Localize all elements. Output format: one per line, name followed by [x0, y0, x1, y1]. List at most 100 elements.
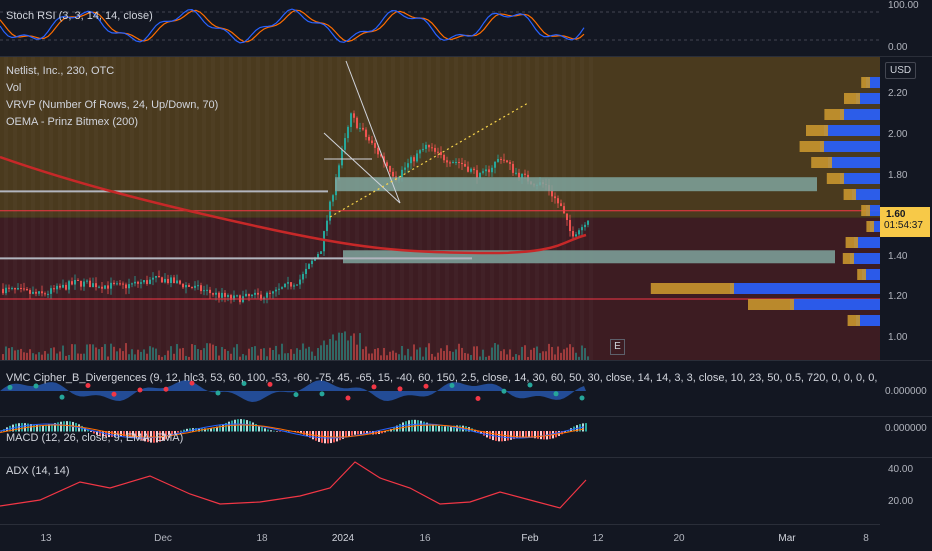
macd-histogram-bar: [225, 422, 227, 432]
candle: [392, 171, 394, 177]
candle: [68, 281, 70, 290]
macd-histogram-bar: [123, 431, 125, 437]
macd-histogram-bar: [120, 431, 122, 437]
candle: [440, 151, 442, 155]
candle: [515, 172, 517, 174]
candle: [323, 231, 325, 252]
volume-bar: [62, 345, 64, 360]
macd-pane[interactable]: MACD (12, 26, close, 9, EMA, EMA): [0, 417, 880, 457]
candle: [308, 264, 310, 269]
macd-histogram-bar: [564, 431, 566, 433]
vmc-signal-dot: [397, 386, 403, 392]
volume-bar: [209, 343, 211, 360]
session-stripe: [499, 57, 503, 360]
volume-bar: [266, 356, 268, 360]
vmc-cipher-legend[interactable]: VMC Cipher_B_Divergences (9, 12, hlc3, 5…: [6, 372, 880, 384]
candle: [485, 169, 487, 172]
volume-bar: [5, 346, 7, 360]
macd-histogram-bar: [447, 426, 449, 432]
vrvp-legend[interactable]: VRVP (Number Of Rows, 24, Up/Down, 70): [6, 99, 219, 111]
vmc-signal-dot: [319, 391, 325, 397]
session-stripe: [508, 57, 512, 360]
currency-button[interactable]: USD: [885, 62, 917, 79]
price-scale[interactable]: USD 2.20 2.00 1.80 1.40 1.20 1.00 1.60 0…: [880, 57, 932, 360]
symbol-title[interactable]: Netlist, Inc., 230, OTC: [6, 65, 115, 77]
volume-bar: [344, 331, 346, 360]
volume-bar: [29, 349, 31, 360]
volume-profile-row: [826, 173, 844, 184]
vmc-cipher-pane[interactable]: VMC Cipher_B_Divergences (9, 12, hlc3, 5…: [0, 361, 880, 416]
candle: [194, 285, 196, 288]
pane-separator[interactable]: [0, 56, 932, 57]
stoch-rsi-pane[interactable]: Stoch RSI (3, 3, 14, 14, close): [0, 0, 880, 56]
candle: [563, 206, 565, 214]
vol-legend[interactable]: Vol: [6, 82, 22, 94]
macd-histogram-bar: [321, 431, 323, 443]
adx-legend[interactable]: ADX (14, 14): [6, 465, 70, 477]
volume-bar: [434, 356, 436, 360]
macd-histogram-bar: [480, 431, 482, 434]
volume-profile-row: [866, 205, 880, 216]
ema-200-line: [0, 155, 587, 255]
volume-bar: [248, 348, 250, 360]
stoch-rsi-legend[interactable]: Stoch RSI (3, 3, 14, 14, close): [6, 10, 153, 22]
macd-histogram-bar: [525, 431, 527, 438]
vmc-scale[interactable]: 0.000000: [880, 361, 932, 416]
volume-bar: [251, 346, 253, 360]
macd-histogram-bar: [411, 419, 413, 432]
macd-histogram-bar: [189, 428, 191, 432]
macd-histogram-bar: [357, 431, 359, 435]
stoch-rsi-scale[interactable]: 100.00 0.00: [880, 0, 932, 56]
volume-bar: [32, 353, 34, 360]
candle: [302, 274, 304, 280]
candle: [347, 126, 349, 139]
volume-bar: [26, 352, 28, 360]
main-price-pane[interactable]: Netlist, Inc., 230, OTC Vol VRVP (Number…: [0, 57, 880, 360]
pane-separator[interactable]: [0, 360, 932, 361]
vmc-signal-dot: [579, 395, 585, 401]
pane-separator[interactable]: [0, 416, 932, 417]
candle: [554, 196, 556, 199]
volume-bar: [524, 345, 526, 360]
candle: [20, 288, 22, 290]
macd-scale[interactable]: 0.000000: [880, 417, 932, 457]
adx-pane[interactable]: ADX (14, 14): [0, 458, 880, 524]
volume-bar: [122, 351, 124, 360]
macd-histogram-bar: [132, 431, 134, 438]
volume-bar: [239, 356, 241, 360]
vmc-scale-zero: 0.000000: [885, 386, 927, 397]
oema-legend[interactable]: OEMA - Prinz Bitmex (200): [6, 116, 139, 128]
candle: [431, 147, 433, 149]
macd-legend[interactable]: MACD (12, 26, close, 9, EMA, EMA): [6, 432, 184, 444]
volume-bar: [368, 353, 370, 360]
volume-bar: [284, 353, 286, 360]
pane-separator[interactable]: [0, 457, 932, 458]
session-stripe: [436, 57, 440, 360]
volume-bar: [362, 349, 364, 360]
volume-bar: [431, 353, 433, 360]
candle: [248, 293, 250, 297]
earnings-marker[interactable]: E: [610, 339, 625, 355]
volume-profile-row: [842, 253, 854, 264]
trendline: [323, 132, 401, 204]
volume-bar: [446, 345, 448, 360]
candle: [203, 290, 205, 292]
candle: [107, 285, 109, 289]
vmc-signal-dot: [137, 387, 143, 393]
volume-bar: [134, 354, 136, 360]
time-axis[interactable]: 13 Dec 18 2024 16 Feb 12 20 Mar 8: [0, 524, 880, 551]
macd-histogram-bar: [39, 425, 41, 432]
macd-histogram-bar: [171, 431, 173, 437]
price-tick: 2.20: [888, 88, 908, 99]
candle: [503, 159, 505, 161]
candle: [83, 281, 85, 287]
volume-bar: [65, 355, 67, 360]
macd-histogram-bar: [126, 431, 128, 437]
volume-bar: [92, 344, 94, 360]
volume-profile-row: [866, 77, 880, 88]
macd-histogram-bar: [258, 425, 260, 432]
adx-scale[interactable]: 40.00 20.00: [880, 458, 932, 524]
macd-histogram-bar: [483, 431, 485, 436]
volume-profile-row: [824, 125, 880, 136]
candle: [134, 281, 136, 284]
